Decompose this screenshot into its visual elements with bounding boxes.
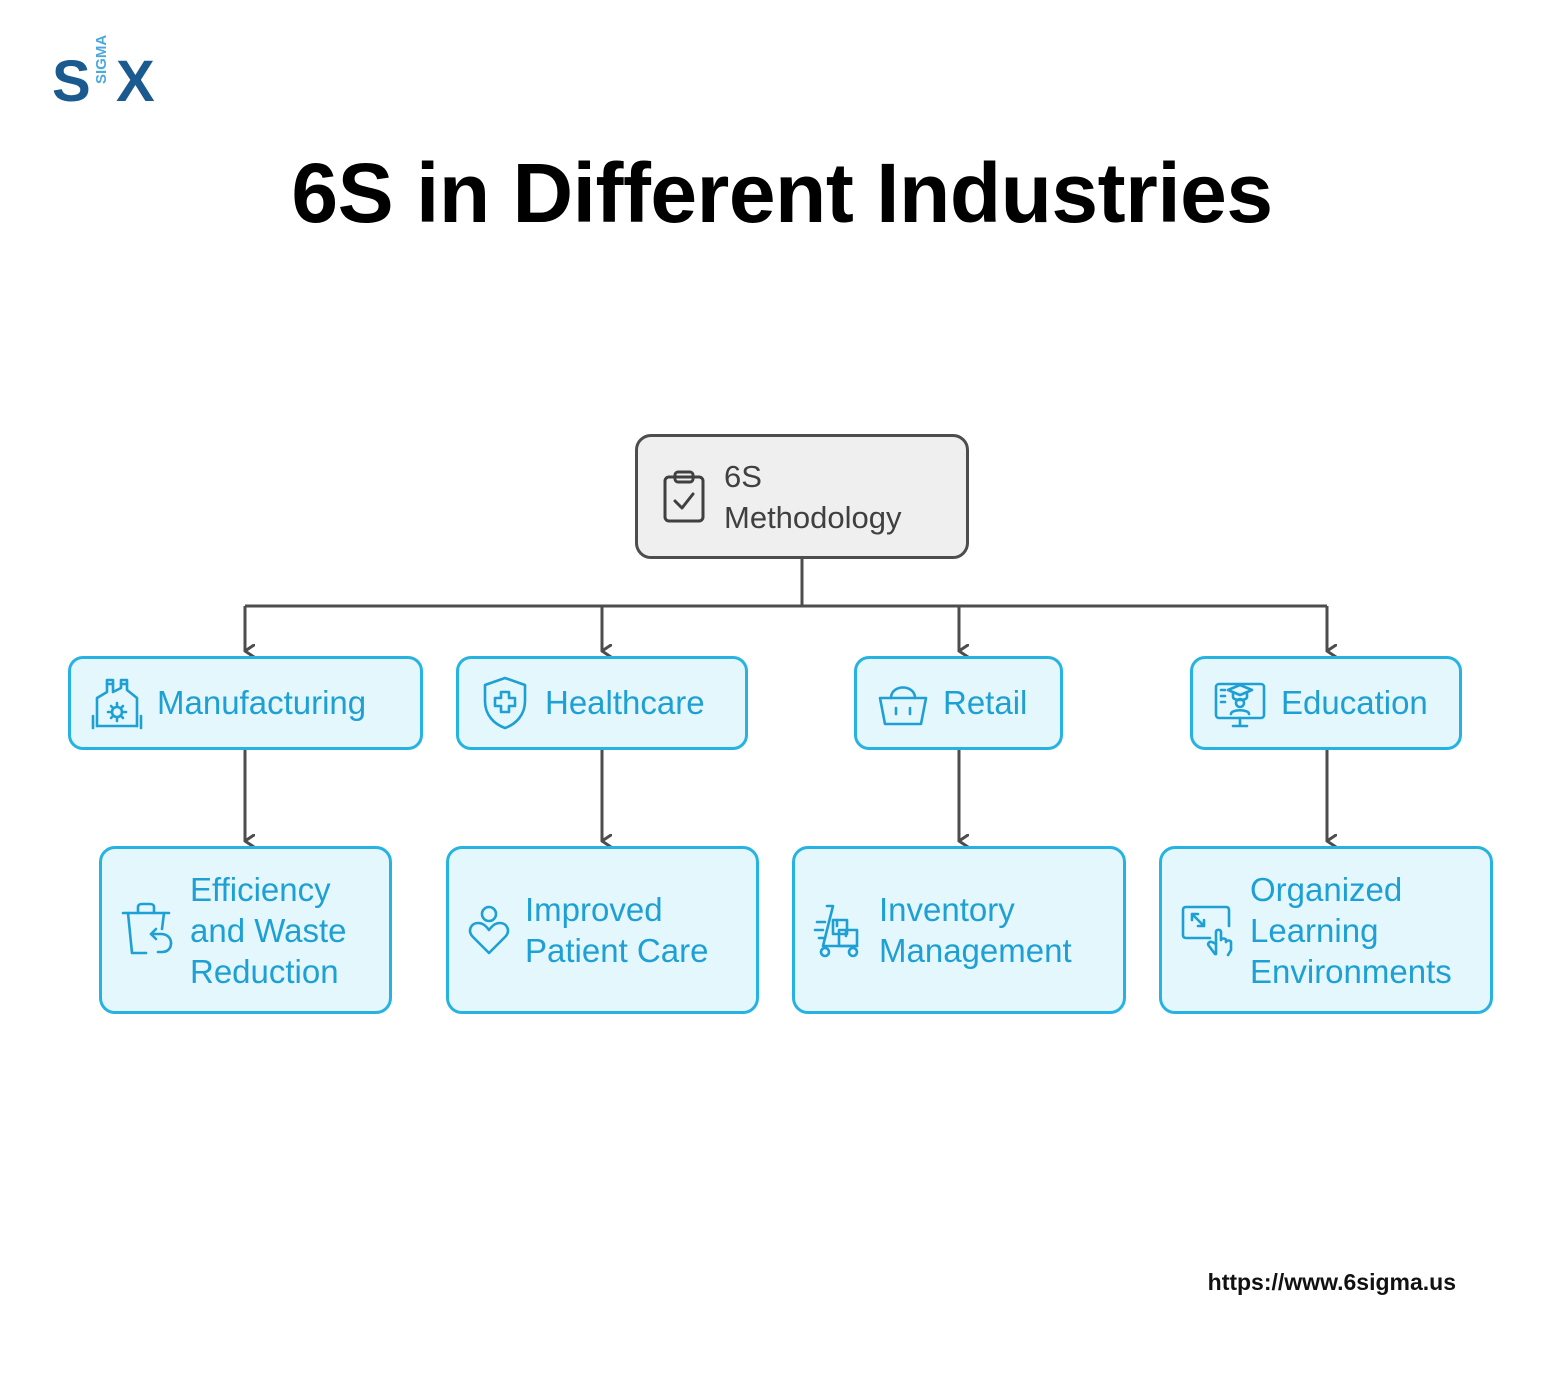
outcome-line: Inventory	[879, 891, 1015, 928]
recycle-bin-icon	[120, 901, 176, 959]
category-label-healthcare: Healthcare	[545, 684, 705, 721]
category-label-manufacturing: Manufacturing	[157, 684, 367, 721]
outcome-line: Patient Care	[525, 932, 709, 969]
online-graduate-icon	[1213, 676, 1267, 730]
category-retail: Retail	[854, 656, 1063, 750]
root-label-line2: Methodology	[724, 499, 902, 535]
category-education: Education	[1190, 656, 1462, 750]
clipboard-check-icon	[662, 470, 706, 524]
person-heart-icon	[467, 903, 511, 957]
outcome-label-learning: Organized Learning Environments	[1250, 869, 1452, 992]
root-node-6s-methodology: 6S Methodology	[635, 434, 969, 559]
outcome-line: Reduction	[190, 952, 339, 990]
outcome-organized-learning-environments: Organized Learning Environments	[1159, 846, 1493, 1014]
category-manufacturing: Manufacturing	[68, 656, 423, 750]
category-label-retail: Retail	[943, 684, 1028, 721]
factory-gear-icon	[91, 676, 143, 730]
outcome-label-inventory: Inventory Management	[879, 889, 1072, 971]
hand-truck-boxes-icon	[813, 902, 865, 958]
category-healthcare: Healthcare	[456, 656, 748, 750]
root-label-line1: 6S	[724, 458, 762, 494]
outcome-efficiency-waste-reduction: Efficiency and Waste Reduction	[99, 846, 392, 1014]
root-label: 6S Methodology	[724, 456, 902, 538]
outcome-label-efficiency: Efficiency and Waste Reduction	[190, 869, 347, 992]
footer-url[interactable]: https://www.6sigma.us	[1207, 1269, 1456, 1295]
category-label-education: Education	[1281, 684, 1428, 721]
outcome-line: Improved	[525, 891, 663, 928]
outcome-line: Management	[879, 932, 1072, 969]
shield-plus-icon	[479, 675, 531, 731]
outcome-line: Organized	[1250, 870, 1403, 908]
outcome-line: Environments	[1250, 952, 1452, 990]
outcome-line: Learning	[1250, 911, 1379, 949]
expand-touch-screen-icon	[1180, 902, 1236, 958]
outcome-label-patient-care: Improved Patient Care	[525, 889, 708, 971]
logo-letter-s: S	[52, 49, 91, 114]
outcome-line: Efficiency	[190, 870, 331, 908]
outcome-improved-patient-care: Improved Patient Care	[446, 846, 759, 1014]
brand-logo: S SIGMA X	[52, 35, 172, 114]
logo-letter-x: X	[116, 49, 155, 114]
page-title: 6S in Different Industries	[291, 146, 1273, 240]
shopping-basket-icon	[877, 678, 929, 728]
outcome-line: and Waste	[190, 911, 347, 949]
outcome-inventory-management: Inventory Management	[792, 846, 1126, 1014]
